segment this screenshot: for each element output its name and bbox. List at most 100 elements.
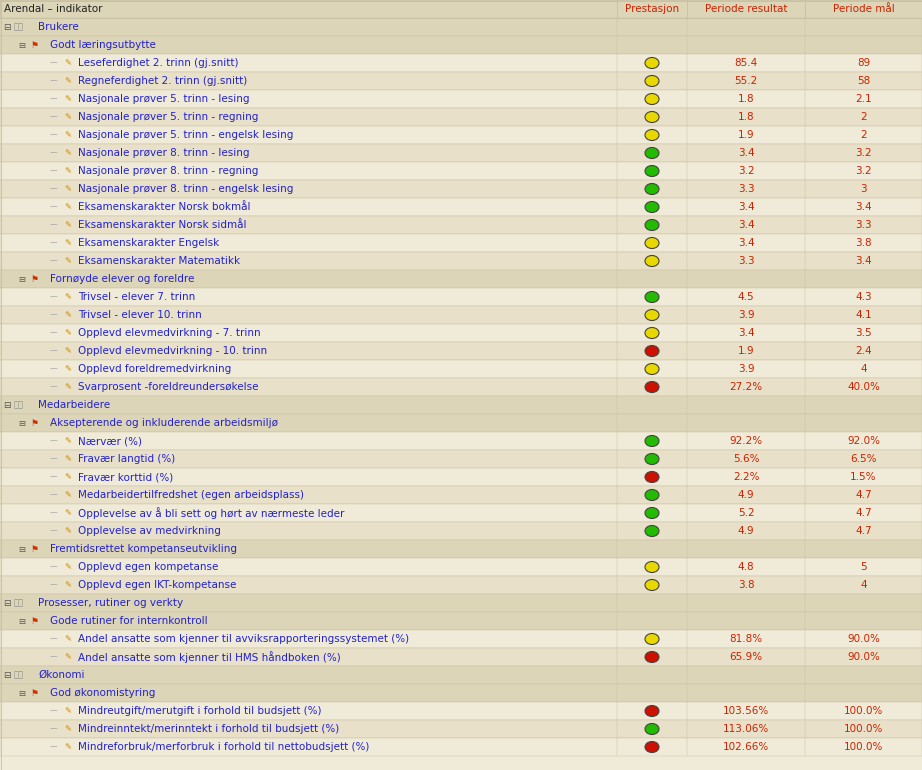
Text: God økonomistyring: God økonomistyring	[50, 688, 156, 698]
Text: ✎: ✎	[64, 364, 71, 373]
Bar	[0, 126, 922, 144]
Bar	[0, 738, 922, 756]
Text: 3.8: 3.8	[738, 580, 754, 590]
Text: 3.2: 3.2	[856, 166, 872, 176]
Text: —: —	[50, 563, 58, 571]
Text: ✎: ✎	[64, 634, 71, 644]
Text: Nasjonale prøver 8. trinn - engelsk lesing: Nasjonale prøver 8. trinn - engelsk lesi…	[78, 184, 293, 194]
Text: —: —	[50, 112, 58, 122]
Bar	[0, 360, 922, 378]
Text: 65.9%: 65.9%	[729, 652, 762, 662]
Bar	[0, 72, 922, 90]
Text: 3.4: 3.4	[738, 148, 754, 158]
Text: —: —	[50, 652, 58, 661]
Bar	[0, 522, 922, 540]
Text: ⚑: ⚑	[30, 544, 38, 554]
Text: Medarbeidertilfredshet (egen arbeidsplass): Medarbeidertilfredshet (egen arbeidsplas…	[78, 490, 304, 500]
Text: —: —	[50, 220, 58, 229]
Bar	[0, 378, 922, 396]
Text: ⧗⧗: ⧗⧗	[14, 598, 24, 608]
Text: ⊟: ⊟	[18, 419, 25, 427]
Text: ✎: ✎	[64, 130, 71, 139]
Text: Periode mål: Periode mål	[833, 4, 894, 14]
Text: ✎: ✎	[64, 76, 71, 85]
Text: 4.8: 4.8	[738, 562, 754, 572]
Text: —: —	[50, 76, 58, 85]
Text: 4.7: 4.7	[856, 526, 872, 536]
Text: 27.2%: 27.2%	[729, 382, 762, 392]
Text: ✎: ✎	[64, 563, 71, 571]
Text: ⊟: ⊟	[18, 688, 25, 698]
Text: Opplevd egen IKT-kompetanse: Opplevd egen IKT-kompetanse	[78, 580, 236, 590]
Text: ✎: ✎	[64, 256, 71, 266]
Text: 5.2: 5.2	[738, 508, 754, 518]
Text: 1.8: 1.8	[738, 94, 754, 104]
Bar	[0, 414, 922, 432]
Text: 3.4: 3.4	[738, 238, 754, 248]
Text: 100.0%: 100.0%	[844, 742, 883, 752]
Text: 3.2: 3.2	[738, 166, 754, 176]
Bar	[0, 576, 922, 594]
Text: ✎: ✎	[64, 203, 71, 212]
Text: 3.5: 3.5	[856, 328, 872, 338]
Text: —: —	[50, 490, 58, 500]
Bar	[0, 252, 922, 270]
Bar	[0, 108, 922, 126]
Ellipse shape	[645, 381, 659, 393]
Text: Fornøyde elever og foreldre: Fornøyde elever og foreldre	[50, 274, 195, 284]
Text: ✎: ✎	[64, 239, 71, 247]
Bar	[0, 234, 922, 252]
Bar	[0, 54, 922, 72]
Ellipse shape	[645, 705, 659, 717]
Ellipse shape	[645, 166, 659, 176]
Text: ⚑: ⚑	[30, 688, 38, 698]
Ellipse shape	[645, 436, 659, 447]
Text: 3.4: 3.4	[856, 256, 872, 266]
Text: ✎: ✎	[64, 59, 71, 68]
Text: 55.2: 55.2	[735, 76, 758, 86]
Text: ✎: ✎	[64, 581, 71, 590]
Text: Trivsel - elever 7. trinn: Trivsel - elever 7. trinn	[78, 292, 195, 302]
Text: 89: 89	[857, 58, 870, 68]
Ellipse shape	[645, 292, 659, 303]
Ellipse shape	[645, 346, 659, 357]
Ellipse shape	[645, 525, 659, 537]
Text: 4: 4	[860, 580, 867, 590]
Text: Opplevd egen kompetanse: Opplevd egen kompetanse	[78, 562, 219, 572]
Bar	[0, 144, 922, 162]
Text: ⊟: ⊟	[18, 41, 25, 49]
Text: 103.56%: 103.56%	[723, 706, 769, 716]
Text: —: —	[50, 707, 58, 715]
Text: 40.0%: 40.0%	[847, 382, 880, 392]
Ellipse shape	[645, 58, 659, 69]
Text: —: —	[50, 59, 58, 68]
Text: ✎: ✎	[64, 490, 71, 500]
Text: Opplevelse av medvirkning: Opplevelse av medvirkning	[78, 526, 221, 536]
Text: 81.8%: 81.8%	[729, 634, 762, 644]
Text: 1.8: 1.8	[738, 112, 754, 122]
Bar	[0, 288, 922, 306]
Text: ✎: ✎	[64, 149, 71, 158]
Text: 3.9: 3.9	[738, 364, 754, 374]
Text: ⊟: ⊟	[3, 671, 10, 679]
Text: 85.4: 85.4	[735, 58, 758, 68]
Ellipse shape	[645, 471, 659, 483]
Text: 4: 4	[860, 364, 867, 374]
Text: 100.0%: 100.0%	[844, 724, 883, 734]
Text: 4.1: 4.1	[856, 310, 872, 320]
Text: 2.4: 2.4	[856, 346, 872, 356]
Text: Fremtidsrettet kompetanseutvikling: Fremtidsrettet kompetanseutvikling	[50, 544, 237, 554]
Text: —: —	[50, 239, 58, 247]
Text: ✎: ✎	[64, 508, 71, 517]
Text: 3.3: 3.3	[856, 220, 872, 230]
Text: ⚑: ⚑	[30, 274, 38, 283]
Text: 2: 2	[860, 112, 867, 122]
Text: Nasjonale prøver 5. trinn - lesing: Nasjonale prøver 5. trinn - lesing	[78, 94, 250, 104]
Text: ⊟: ⊟	[18, 617, 25, 625]
Text: —: —	[50, 634, 58, 644]
Ellipse shape	[645, 129, 659, 140]
Bar	[0, 270, 922, 288]
Text: 3.8: 3.8	[856, 238, 872, 248]
Text: ✎: ✎	[64, 652, 71, 661]
Ellipse shape	[645, 580, 659, 591]
